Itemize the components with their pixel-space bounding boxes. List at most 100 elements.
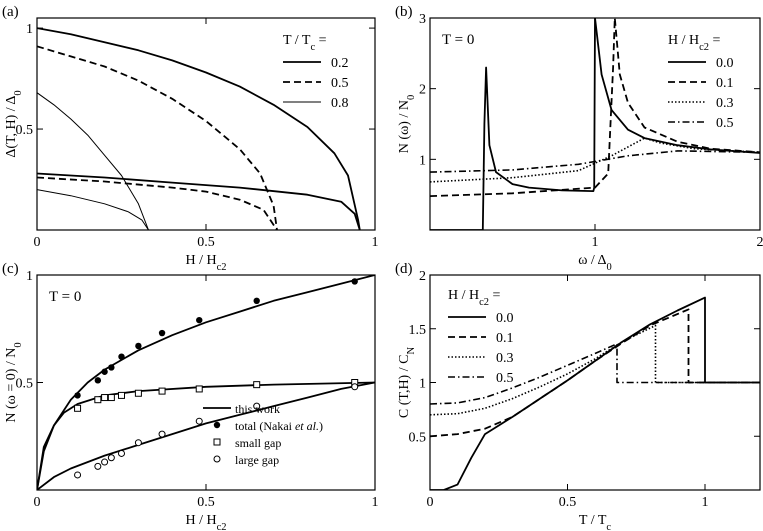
y-tick-label: 3: [419, 12, 426, 27]
y-axis-label: N (ω = 0) / N0: [4, 342, 24, 422]
y-axis-label: Δ(T, H) / Δ0: [4, 90, 24, 157]
series-line-0.3: [430, 324, 760, 416]
legend-title: H / Hc2 =: [668, 33, 721, 53]
panel-b: 1 2 1 2 3 (b) ω / Δ0 N (ω) / N0 T = 0 H / Hc2 = 0.…: [395, 4, 763, 273]
x-tick-label: 0: [427, 495, 434, 510]
panel-a: 0 0.5 1 0.5 1 (a) H / Hc2 Δ(T, H) / Δ0 T / Tc = 0…: [2, 4, 379, 273]
annotation: T = 0: [442, 32, 474, 48]
legend-label: 0.1: [496, 331, 514, 346]
legend-label: 0.5: [331, 76, 349, 91]
legend-marker: [213, 421, 221, 429]
panel-label: (a): [2, 4, 19, 20]
legend-label: small gap: [235, 436, 281, 450]
data-point-total: [253, 297, 260, 304]
data-point-small-gap: [118, 391, 125, 399]
data-point-total: [351, 278, 358, 285]
legend-label: total (Nakai et al.): [235, 419, 323, 433]
data-point-total: [135, 342, 142, 350]
plot-area: [37, 27, 361, 230]
legend-label: 0.3: [716, 96, 734, 111]
series-line-0.5: [37, 176, 278, 230]
data-point-large-gap: [253, 402, 261, 410]
data-point-total: [158, 329, 166, 337]
series-line-0.3: [430, 137, 760, 183]
legend-marker: [213, 438, 221, 446]
data-point-small-gap: [253, 381, 261, 389]
panel-label: (b): [395, 4, 413, 20]
legend-label: 0.1: [716, 76, 734, 91]
series-line-this-work: [37, 275, 375, 490]
annotation: T = 0: [49, 289, 81, 305]
data-point-small-gap: [74, 404, 82, 412]
y-tick-label: 2: [419, 269, 426, 284]
y-tick-label: 0.5: [16, 377, 34, 392]
series-line-0.8: [37, 189, 149, 230]
series-line-this-work: [37, 381, 375, 490]
x-tick-label: 1: [372, 495, 379, 510]
data-point-large-gap: [195, 417, 203, 425]
y-tick-label: 0.5: [409, 430, 427, 445]
y-tick-label: 1: [26, 269, 33, 284]
series-line-0.2: [37, 27, 361, 230]
panel-label: (c): [2, 261, 19, 277]
panel-label: (d): [395, 261, 413, 277]
x-axis-label: T / Tc: [579, 513, 612, 531]
legend-label: 0.2: [331, 56, 349, 71]
data-point-small-gap: [107, 394, 115, 402]
data-point-small-gap: [134, 389, 142, 397]
x-axis-label: H / Hc2: [185, 513, 226, 531]
panel-d: 0 0.5 1 0.5 1 1.5 2 (d) T / Tc C (T,H) / CN H / Hc…: [395, 261, 761, 531]
x-tick-label: 0: [34, 235, 41, 250]
series-line-0.5: [430, 343, 760, 405]
series-line-0.1: [430, 18, 760, 197]
data-point-large-gap: [118, 449, 125, 457]
data-point-large-gap: [94, 462, 102, 470]
x-tick-label: 0.5: [559, 495, 577, 510]
x-axis-label: ω / Δ0: [578, 253, 612, 273]
legend-label: 0.0: [716, 56, 734, 71]
x-tick-label: 2: [757, 235, 763, 250]
data-point-total: [118, 353, 125, 360]
series-line-this-work: [37, 381, 375, 490]
legend-label: large gap: [235, 453, 279, 467]
series-line-0.5: [37, 45, 278, 230]
x-tick-label: 0.5: [197, 495, 215, 510]
data-point-small-gap: [158, 387, 166, 395]
y-tick-label: 1: [419, 377, 426, 392]
y-tick-label: 1: [419, 153, 426, 168]
data-point-large-gap: [107, 454, 115, 462]
x-tick-label: 1: [702, 495, 709, 510]
series-line-0.8: [37, 92, 149, 230]
x-tick-label: 1: [592, 235, 599, 250]
y-tick-label: 1.5: [409, 323, 427, 338]
data-point-total: [94, 377, 102, 384]
data-point-small-gap: [101, 394, 109, 402]
series-line-0.1: [430, 308, 760, 438]
x-tick-label: 0.5: [197, 235, 215, 250]
y-axis-label: N (ω) / N0: [397, 95, 417, 153]
series-line-0.0: [430, 18, 596, 230]
x-tick-label: 1: [372, 235, 379, 250]
y-tick-label: 0.5: [16, 123, 34, 138]
y-axis-label: C (T,H) / CN: [397, 347, 417, 419]
legend-label: 0.0: [496, 311, 514, 326]
data-point-large-gap: [351, 383, 359, 391]
series-line-0.2: [37, 172, 361, 230]
data-point-large-gap: [158, 430, 166, 438]
data-point-total: [108, 364, 115, 371]
data-point-small-gap: [195, 385, 203, 393]
data-point-total: [196, 316, 203, 324]
plot-area: [430, 18, 760, 230]
legend-marker: [213, 455, 221, 463]
y-tick-label: 1: [26, 22, 33, 37]
legend-title: H / Hc2 =: [448, 288, 501, 308]
data-point-total: [101, 368, 108, 375]
data-point-small-gap: [94, 396, 102, 404]
data-point-total: [74, 392, 81, 399]
x-tick-label: 0: [34, 495, 41, 510]
series-line-0.5: [430, 150, 760, 173]
legend-label: this work: [235, 402, 280, 416]
legend-label: 0.5: [716, 116, 734, 131]
legend-label: 0.3: [496, 351, 514, 366]
